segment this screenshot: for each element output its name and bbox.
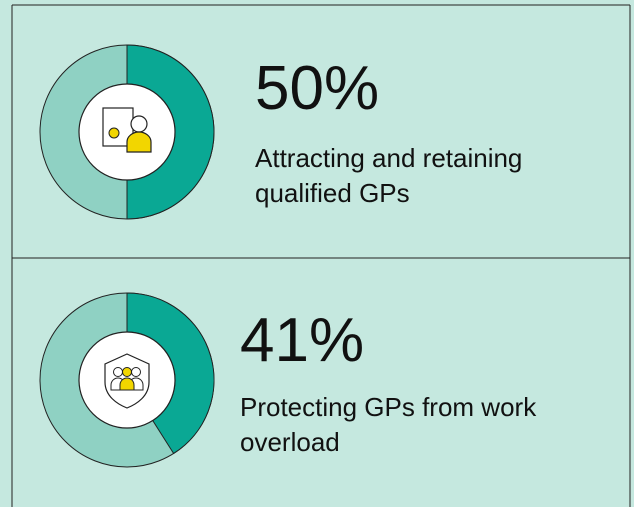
icon <box>113 367 123 377</box>
icon <box>108 127 120 139</box>
icon <box>126 131 152 153</box>
icon <box>130 115 148 133</box>
description: Protecting GPs from work overload <box>240 392 537 457</box>
value-label: 50% <box>255 54 380 123</box>
icon <box>122 367 132 377</box>
value-label: 41% <box>240 306 365 375</box>
icon <box>131 367 141 377</box>
description: Attracting and retaining qualified GPs <box>255 143 523 208</box>
icon <box>119 377 135 391</box>
